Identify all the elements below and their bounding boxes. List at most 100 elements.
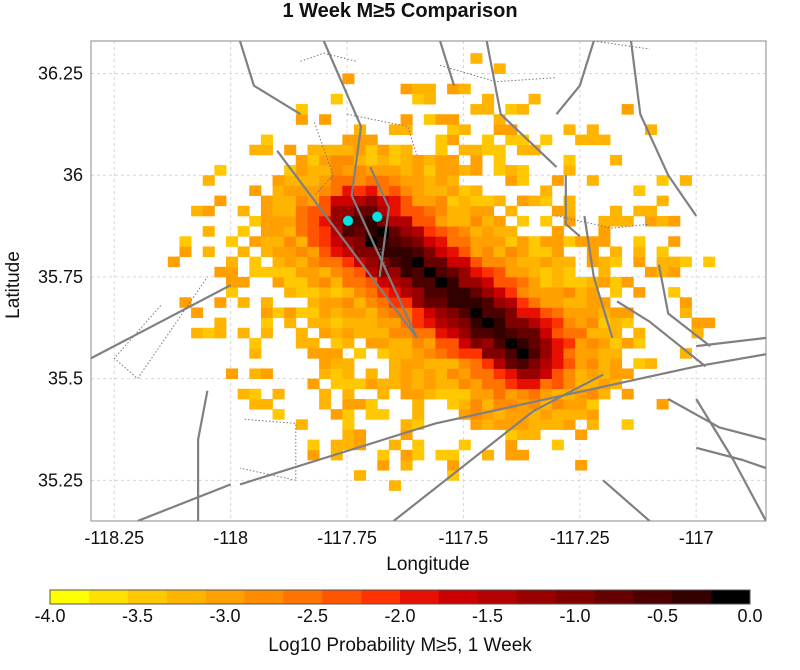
heatmap-cell: [563, 419, 576, 430]
heatmap-cell: [330, 297, 343, 308]
heatmap-cell: [342, 276, 355, 288]
heatmap-cell: [435, 195, 448, 207]
heatmap-cell: [400, 327, 413, 339]
x-tick-label: -118: [213, 528, 248, 548]
heatmap-cell: [598, 297, 611, 308]
y-tick-label: 35.75: [38, 267, 83, 287]
x-tick-label: -117: [679, 528, 714, 548]
heatmap-cell: [540, 368, 553, 380]
heatmap-cell: [330, 185, 343, 196]
heatmap-cell: [470, 195, 483, 207]
heatmap-cell: [447, 256, 460, 268]
heatmap-cell: [284, 215, 297, 227]
heatmap-cell: [342, 307, 355, 319]
heatmap-cell: [284, 226, 297, 237]
heatmap-cell: [586, 327, 599, 339]
heatmap-cell: [668, 215, 681, 227]
heatmap-cell: [412, 93, 425, 105]
heatmap-cell: [249, 144, 262, 156]
heatmap-cell: [284, 276, 297, 288]
heatmap-cell: [319, 114, 332, 125]
heatmap-cell: [388, 439, 401, 451]
heatmap-cell: [272, 409, 285, 420]
heatmap-cell: [423, 114, 436, 125]
heatmap-cell: [388, 348, 401, 359]
heatmap-cell: [388, 256, 401, 268]
y-tick-label: 36.25: [38, 64, 83, 84]
heatmap-cell: [505, 226, 518, 237]
colorbar-segment: [438, 590, 479, 604]
heatmap-cell: [505, 246, 518, 257]
heatmap-cell: [284, 256, 297, 268]
heatmap-cell: [330, 439, 343, 451]
heatmap-cell: [284, 287, 297, 298]
heatmap-cell: [342, 429, 355, 441]
heatmap-cell: [493, 337, 506, 349]
x-tick-label: -117.75: [317, 528, 377, 548]
heatmap-cell: [319, 175, 332, 186]
heatmap-cell: [237, 327, 250, 339]
heatmap-cell: [586, 388, 599, 400]
heatmap-cell: [563, 236, 576, 247]
heatmap-cell: [586, 348, 599, 359]
heatmap-cell: [668, 236, 681, 247]
y-tick-label: 35.25: [38, 470, 83, 490]
heatmap-cell: [575, 307, 588, 319]
heatmap-cell: [330, 175, 343, 186]
heatmap-cell: [505, 307, 518, 319]
heatmap-cell: [470, 287, 483, 298]
heatmap-cell: [365, 175, 378, 186]
heatmap-cell: [551, 287, 564, 298]
colorbar-segment: [477, 590, 517, 604]
heatmap-cell: [260, 134, 273, 146]
heatmap-cell: [400, 459, 413, 471]
heatmap-cell: [295, 185, 308, 196]
heatmap-cell: [260, 317, 273, 329]
heatmap-cell: [482, 93, 495, 105]
heatmap-cell: [470, 317, 483, 329]
heatmap-cell: [342, 256, 355, 268]
heatmap-cell: [575, 317, 588, 329]
heatmap-cell: [668, 266, 681, 278]
heatmap-cell: [447, 317, 460, 329]
heatmap-cell: [342, 236, 355, 247]
heatmap-cell: [237, 205, 250, 217]
heatmap-cell: [470, 419, 483, 430]
colorbar-segment: [361, 590, 401, 604]
heatmap-cell: [540, 134, 553, 146]
heatmap-cell: [284, 266, 297, 278]
heatmap-cell: [272, 276, 285, 288]
heatmap-cell: [586, 419, 599, 430]
heatmap-cell: [342, 409, 355, 420]
heatmap-cell: [295, 236, 308, 247]
heatmap-cell: [482, 297, 495, 308]
heatmap-cell: [493, 307, 506, 319]
heatmap-cell: [295, 266, 308, 278]
heatmap-cell: [493, 287, 506, 298]
fault-line: [696, 336, 766, 348]
heatmap-cell: [214, 317, 227, 329]
heatmap-cell: [435, 266, 448, 278]
heatmap-cell: [563, 348, 576, 359]
heatmap-cell: [516, 266, 529, 278]
heatmap-cell: [435, 246, 448, 257]
heatmap-cell: [423, 236, 436, 247]
fault-line: [629, 41, 698, 217]
heatmap-cell: [610, 154, 623, 166]
heatmap-cell: [319, 246, 332, 257]
heatmap-cell: [319, 144, 332, 156]
heatmap-cell: [284, 195, 297, 207]
colorbar: -4.0 -3.5 -3.0 -2.5 -2.0 -1.5 -1.0 -0.5 0.0: [34, 589, 763, 626]
heatmap-cell: [272, 195, 285, 207]
heatmap-cell: [586, 409, 599, 420]
colorbar-label: Log10 Probability M≥5, 1 Week: [268, 635, 532, 656]
heatmap-cell: [563, 205, 576, 217]
heatmap-cell: [226, 368, 239, 380]
heatmap-cell: [388, 195, 401, 207]
heatmap-cell: [377, 327, 390, 339]
heatmap-cell: [458, 165, 471, 176]
heatmap-cell: [458, 185, 471, 196]
heatmap-cell: [307, 236, 320, 247]
heatmap-cell: [505, 175, 518, 186]
heatmap-cell: [598, 134, 611, 146]
